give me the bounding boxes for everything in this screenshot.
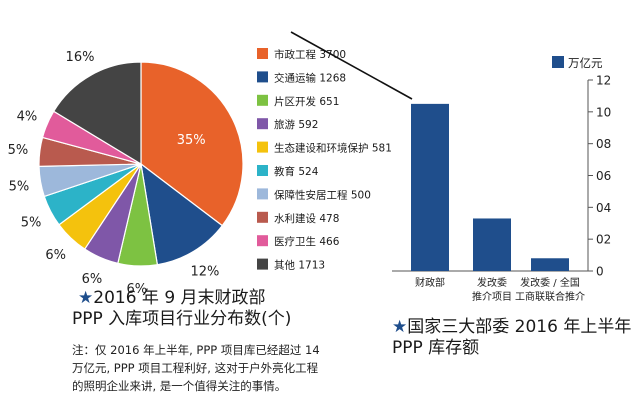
pie-slice-1 [140, 162, 224, 266]
legend-swatch-6 [257, 188, 268, 200]
pie-caption-line1: 2016 年 9 月末财政部 [93, 288, 266, 308]
x-category-label-0: 财政部 [415, 276, 445, 289]
bar-1 [473, 218, 511, 271]
bar-caption-title: ★国家三大部委 2016 年上半年 [392, 318, 631, 337]
legend-label-6: 保障性安居工程 500 [274, 188, 371, 201]
connector-line [290, 31, 413, 100]
x-category-sublabel-1: 推介项目 [472, 290, 512, 303]
legend-swatch-2 [257, 94, 268, 106]
legend-label-3: 旅游 592 [274, 118, 318, 131]
x-category-label-1: 发改委 [477, 276, 507, 289]
pie-caption-title: ★2016 年 9 月末财政部 [78, 289, 266, 308]
legend-swatch-4 [257, 141, 268, 153]
pie-legend: 市政工程 3700 交通运输 1268 片区开发 651 旅游 592 生态建设和环境保… [257, 48, 392, 272]
bar-legend-label: 万亿元 [568, 56, 603, 70]
bar-caption-line1: 国家三大部委 2016 年上半年 [407, 317, 632, 337]
bar-0 [411, 103, 449, 271]
legend-label-9: 其他 1713 [274, 259, 325, 272]
legend-label-2: 片区开发 651 [274, 95, 339, 108]
legend-swatch-9 [257, 258, 268, 270]
x-category-label-2: 发改委 / 全国 [520, 276, 580, 289]
legend-swatch-7 [257, 211, 268, 223]
y-tick-label-0: 0 [596, 265, 604, 279]
pie-percent-label-7: 5% [8, 143, 29, 158]
pie-percent-label-6: 5% [9, 179, 30, 194]
pie-caption-line2: PPP 入库项目行业分布数(个) [72, 309, 292, 329]
legend-label-4: 生态建设和环境保护 581 [274, 142, 392, 155]
legend-swatch-1 [257, 71, 268, 83]
legend-label-1: 交通运输 1268 [274, 71, 346, 84]
y-tick-label-5: 10 [596, 105, 611, 119]
pie-percent-label-3: 6% [82, 272, 103, 287]
note-line1: 注：仅 2016 年上半年, PPP 项目库已经超过 14 [72, 343, 320, 357]
legend-swatch-3 [257, 118, 268, 130]
legend-label-5: 教育 524 [274, 165, 319, 178]
x-category-sublabel-2: 工商联联合推介 [515, 290, 585, 303]
star-icon: ★ [392, 317, 408, 337]
bar-legend-swatch [552, 56, 564, 68]
note-line2: 万亿元, PPP 项目工程利好, 这对于户外亮化工程 [72, 361, 319, 375]
y-tick-label-6: 12 [596, 74, 611, 88]
y-tick-label-2: 04 [596, 201, 611, 215]
pie-percent-label-5: 5% [21, 215, 42, 230]
y-tick-label-1: 02 [596, 233, 611, 247]
pie-percent-label-8: 4% [17, 109, 38, 124]
pie-percent-label-0: 35% [177, 133, 206, 148]
pie-percent-label-9: 16% [66, 50, 95, 65]
legend-label-0: 市政工程 3700 [274, 48, 346, 61]
star-icon: ★ [78, 288, 94, 308]
bar-2 [531, 258, 569, 271]
legend-label-8: 医疗卫生 466 [274, 235, 340, 248]
bar-caption-line2: PPP 库存额 [392, 338, 480, 358]
legend-swatch-0 [257, 48, 268, 59]
pie-percent-label-4: 6% [45, 248, 66, 263]
legend-swatch-8 [257, 235, 268, 247]
note-line3: 的照明企业来讲, 是一个值得关注的事情。 [72, 379, 287, 393]
pie-slice-0 [140, 61, 244, 227]
pie-percent-label-2: 6% [126, 282, 147, 297]
y-tick-label-4: 08 [596, 137, 611, 151]
pie-percent-labels: 35% 12% 6% 6% 6% 5% 5% 5% 4% 16% [8, 50, 220, 297]
legend-swatch-5 [257, 165, 268, 176]
pie-slice-9 [52, 61, 142, 166]
pie-percent-label-1: 12% [190, 264, 219, 279]
y-tick-label-3: 06 [596, 169, 611, 183]
pie-chart [38, 61, 244, 267]
legend-label-7: 水利建设 478 [274, 212, 339, 225]
